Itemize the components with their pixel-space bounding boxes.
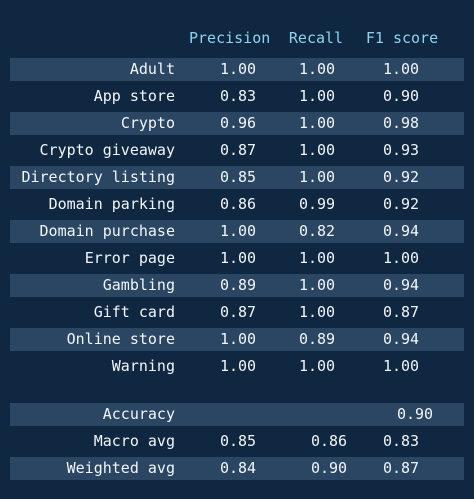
table-row-warning: Warning 1.00 1.00 1.00 — [10, 355, 464, 378]
f1-header: F1 score — [365, 29, 439, 47]
precision-value: 0.85 — [219, 168, 257, 186]
table-row-gambling: Gambling 0.89 1.00 0.94 — [10, 274, 464, 297]
row-label: Crypto — [120, 114, 175, 132]
table-row-error-page: Error page 1.00 1.00 1.00 — [10, 247, 464, 270]
precision-value: 1.00 — [219, 249, 257, 267]
precision-value: 1.00 — [219, 330, 257, 348]
table-row-online-store: Online store 1.00 0.89 0.94 — [10, 328, 464, 351]
row-label: Accuracy — [102, 405, 175, 423]
f1-value: 0.94 — [382, 276, 420, 294]
recall-value: 1.00 — [298, 276, 336, 294]
table-row-domain-parking: Domain parking 0.86 0.99 0.92 — [10, 193, 464, 216]
recall-value: 0.82 — [298, 222, 336, 240]
f1-value: 0.94 — [382, 330, 420, 348]
recall-value: 1.00 — [298, 87, 336, 105]
recall-value: 1.00 — [298, 141, 336, 159]
summary-row-weighted-avg: Weighted avg 0.84 0.90 0.87 — [10, 457, 464, 480]
f1-value: 0.83 — [382, 432, 420, 450]
f1-value: 0.92 — [382, 195, 420, 213]
recall-value: 1.00 — [298, 168, 336, 186]
precision-value: 0.86 — [219, 195, 257, 213]
table-row-crypto: Crypto 0.96 1.00 0.98 — [10, 112, 464, 135]
precision-value: 0.89 — [219, 276, 257, 294]
row-label: Gambling — [102, 276, 175, 294]
recall-value: 1.00 — [298, 114, 336, 132]
table-row-adult: Adult 1.00 1.00 1.00 — [10, 58, 464, 81]
recall-value: 0.89 — [298, 330, 336, 348]
f1-value: 0.94 — [382, 222, 420, 240]
precision-value: 0.87 — [219, 303, 257, 321]
table-row-gift-card: Gift card 0.87 1.00 0.87 — [10, 301, 464, 324]
row-label: Directory listing — [21, 168, 175, 186]
row-label: Online store — [66, 330, 175, 348]
table-row-app-store: App store 0.83 1.00 0.90 — [10, 85, 464, 108]
f1-value: 0.90 — [382, 87, 420, 105]
recall-value: 0.90 — [310, 459, 348, 477]
recall-value: 1.00 — [298, 357, 336, 375]
row-label: Warning — [111, 357, 175, 375]
recall-value: 1.00 — [298, 60, 336, 78]
recall-header: Recall — [288, 29, 344, 47]
f1-value: 0.90 — [396, 405, 434, 423]
precision-value: 1.00 — [219, 357, 257, 375]
f1-value: 0.92 — [382, 168, 420, 186]
precision-value: 0.84 — [219, 459, 257, 477]
row-label: Weighted avg — [66, 459, 175, 477]
table-row-crypto-giveaway: Crypto giveaway 0.87 1.00 0.93 — [10, 139, 464, 162]
f1-value: 0.98 — [382, 114, 420, 132]
recall-value: 0.86 — [310, 432, 348, 450]
recall-value: 1.00 — [298, 303, 336, 321]
precision-value: 0.87 — [219, 141, 257, 159]
table-row-directory-listing: Directory listing 0.85 1.00 0.92 — [10, 166, 464, 189]
row-label: Adult — [129, 60, 175, 78]
f1-value: 1.00 — [382, 249, 420, 267]
row-label: Gift card — [93, 303, 175, 321]
f1-value: 0.93 — [382, 141, 420, 159]
table-row-domain-purchase: Domain purchase 1.00 0.82 0.94 — [10, 220, 464, 243]
f1-value: 1.00 — [382, 60, 420, 78]
row-label: Crypto giveaway — [39, 141, 175, 159]
row-label: Error page — [84, 249, 175, 267]
row-label: App store — [93, 87, 175, 105]
recall-value: 1.00 — [298, 249, 336, 267]
f1-value: 1.00 — [382, 357, 420, 375]
table-header: Precision Recall F1 score — [0, 26, 474, 50]
f1-value: 0.87 — [382, 303, 420, 321]
precision-value: 1.00 — [219, 222, 257, 240]
precision-value: 0.83 — [219, 87, 257, 105]
recall-value: 0.99 — [298, 195, 336, 213]
summary-row-accuracy: Accuracy 0.90 — [10, 403, 464, 426]
precision-value: 0.96 — [219, 114, 257, 132]
row-label: Macro avg — [93, 432, 175, 450]
precision-value: 0.85 — [219, 432, 257, 450]
summary-row-macro-avg: Macro avg 0.85 0.86 0.83 — [10, 430, 464, 453]
row-label: Domain purchase — [39, 222, 175, 240]
f1-value: 0.87 — [382, 459, 420, 477]
row-label: Domain parking — [48, 195, 175, 213]
precision-value: 1.00 — [219, 60, 257, 78]
precision-header: Precision — [189, 29, 271, 47]
